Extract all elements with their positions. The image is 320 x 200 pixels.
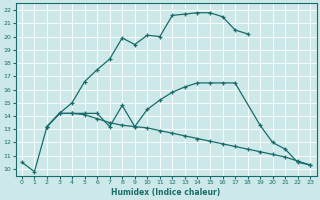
X-axis label: Humidex (Indice chaleur): Humidex (Indice chaleur) <box>111 188 221 197</box>
